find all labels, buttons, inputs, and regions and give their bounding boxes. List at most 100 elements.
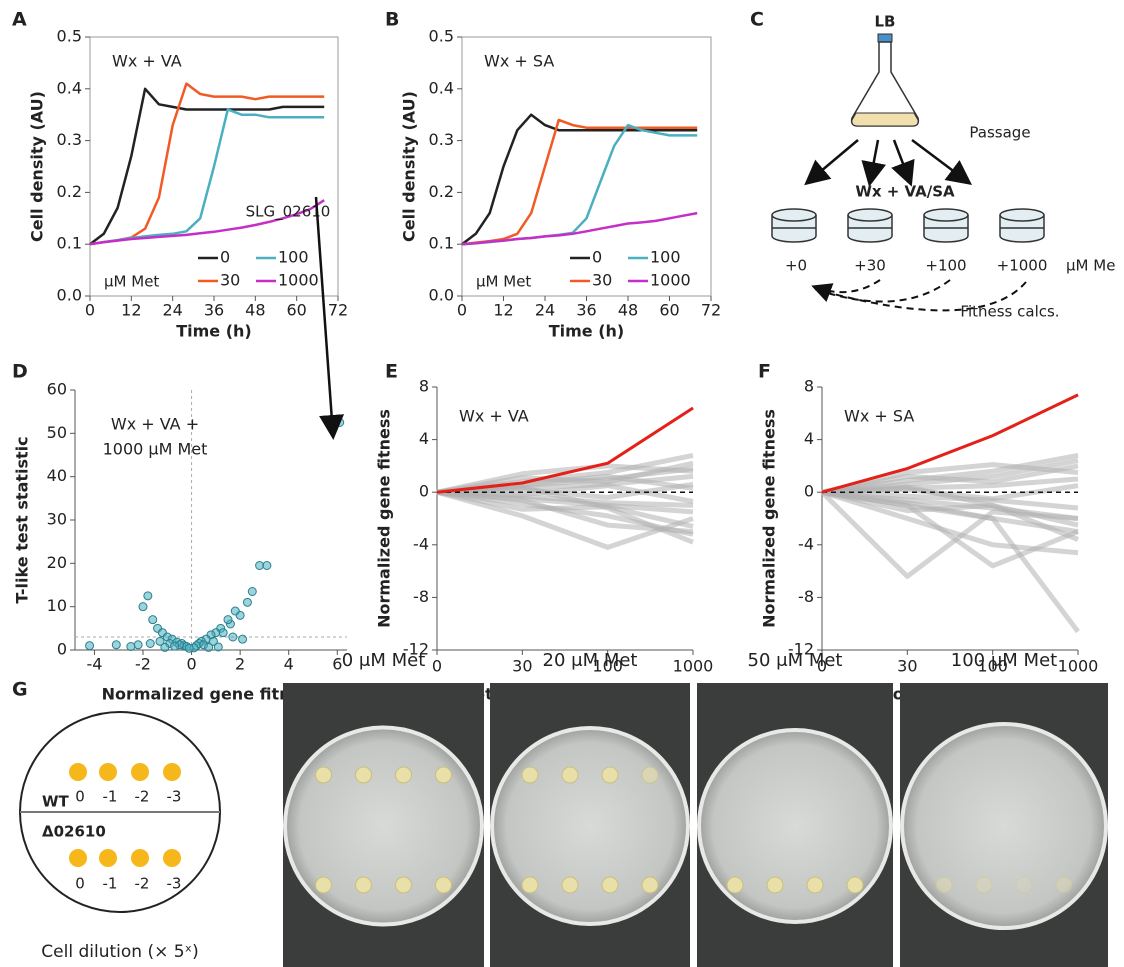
colony [436, 767, 452, 783]
plate [699, 730, 891, 922]
x-axis-label: Time (h) [549, 322, 625, 341]
well-label: +30 [854, 257, 886, 275]
x-tick-label: 24 [535, 301, 555, 320]
point [185, 644, 193, 652]
legend-title: μM Met [104, 273, 159, 291]
annotation: Wx + VA [112, 52, 182, 71]
annotation: Wx + SA [844, 407, 914, 426]
flask-medium [852, 113, 918, 126]
y-tick-label: 8 [419, 377, 429, 396]
x-tick-label: 36 [204, 301, 224, 320]
y-tick-label: 0.1 [429, 234, 454, 253]
plate-title: 100 μM Met [951, 650, 1057, 671]
x-tick-label: 2 [235, 655, 245, 674]
colony [807, 877, 823, 893]
y-tick-label: -8 [798, 587, 814, 606]
y-tick-label: 0.5 [429, 27, 454, 46]
point [224, 616, 232, 624]
y-tick-label: 20 [47, 553, 67, 572]
point [86, 642, 94, 650]
dilution-label: -1 [103, 875, 118, 893]
panel-letter: C [750, 9, 764, 31]
point [248, 588, 256, 596]
colony [1016, 877, 1032, 893]
y-tick-label: 0 [57, 640, 67, 659]
y-tick-label: 40 [47, 466, 67, 485]
point [139, 603, 147, 611]
point [134, 641, 142, 649]
colony [396, 767, 412, 783]
colony [522, 877, 538, 893]
y-tick-label: 0.0 [57, 286, 82, 305]
passage-label: Passage [969, 124, 1030, 142]
x-tick-label: 36 [576, 301, 596, 320]
x-tick-label: 0 [457, 301, 467, 320]
dilution-label: -1 [103, 788, 118, 806]
point [149, 616, 157, 624]
panel-letter: A [12, 9, 27, 31]
point [229, 633, 237, 641]
point [214, 643, 222, 651]
colony [436, 877, 452, 893]
x-tick-label: 24 [162, 301, 182, 320]
x-tick-label: 30 [512, 657, 532, 676]
well-label: +0 [785, 257, 807, 275]
point [205, 643, 213, 651]
wells [772, 209, 1044, 242]
dilution-label: 0 [75, 788, 85, 806]
panel-c: C LB Passage Wx + VA/SA +0 +30 +100 +100… [750, 9, 1115, 321]
arrows [808, 140, 968, 182]
point [239, 635, 247, 643]
dilution-label: -3 [167, 875, 182, 893]
point [231, 607, 239, 615]
series-line [90, 89, 324, 244]
x-tick-label: 1000 [673, 657, 714, 676]
y-tick-label: 8 [804, 377, 814, 396]
y-tick-label: 0.0 [429, 286, 454, 305]
panel-letter: G [12, 679, 28, 701]
unit-label: μM Me [1066, 257, 1115, 275]
point [219, 629, 227, 637]
x-tick-label: 48 [245, 301, 265, 320]
y-axis-label: Normalized gene fitness [760, 409, 779, 628]
plate [285, 728, 482, 925]
x-axis-label: Time (h) [176, 322, 252, 341]
strain-label: WT [42, 793, 70, 811]
x-tick-label: 12 [121, 301, 141, 320]
dilution-label: -3 [167, 788, 182, 806]
point [161, 643, 169, 651]
x-tick-label: 1000 [1058, 657, 1099, 676]
y-axis-label: T-like test statistic [13, 436, 32, 603]
annotation: Wx + SA [484, 52, 554, 71]
colony [602, 767, 618, 783]
dilution-label: 0 [75, 875, 85, 893]
y-tick-label: 0.2 [57, 182, 82, 201]
y-tick-label: 50 [47, 423, 67, 442]
x-tick-label: 60 [286, 301, 306, 320]
point [171, 642, 179, 650]
panel-letter: E [385, 361, 398, 383]
x-tick-label: -2 [135, 655, 151, 674]
y-tick-label: 60 [47, 380, 67, 399]
chart: B0.00.10.20.30.40.50122436486072Time (h)… [385, 9, 721, 341]
y-tick-label: 10 [47, 596, 67, 615]
panel-letter: B [385, 9, 399, 31]
plate-title: 50 μM Met [748, 650, 843, 671]
y-tick-label: 0 [419, 482, 429, 501]
colony [642, 877, 658, 893]
x-tick-label: 48 [618, 301, 638, 320]
x-tick-label: 60 [659, 301, 679, 320]
fitness-label: Fitness calcs. [960, 303, 1059, 321]
colony [602, 877, 618, 893]
panel-letter: F [758, 361, 771, 383]
y-tick-label: 0.3 [57, 130, 82, 149]
point [336, 419, 344, 427]
y-tick-label: 0.3 [429, 130, 454, 149]
x-tick-label: 72 [328, 301, 348, 320]
x-tick-label: 0 [432, 657, 442, 676]
y-tick-label: 0.2 [429, 182, 454, 201]
plate-title: 20 μM Met [543, 650, 638, 671]
colony [562, 767, 578, 783]
colony [976, 877, 992, 893]
